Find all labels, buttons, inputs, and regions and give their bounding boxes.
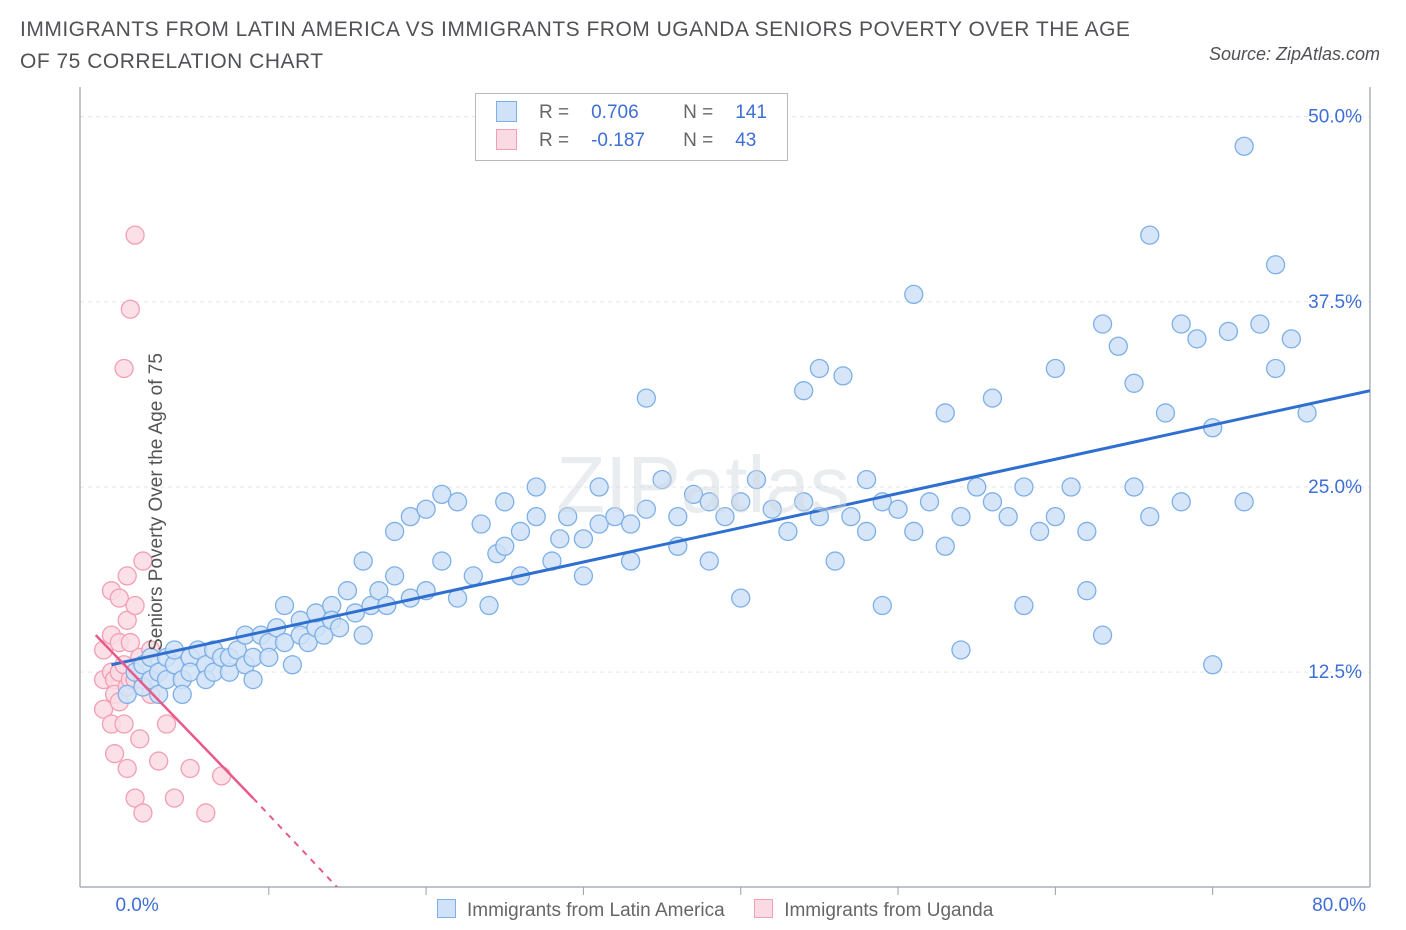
svg-text:50.0%: 50.0% xyxy=(1308,107,1362,128)
legend-n-value-a: 141 xyxy=(725,100,777,126)
svg-text:25.0%: 25.0% xyxy=(1308,477,1362,498)
source-attribution: Source: ZipAtlas.com xyxy=(1209,44,1380,65)
legend-swatch-b xyxy=(496,129,517,150)
legend-n-value-b: 43 xyxy=(725,128,777,154)
legend-r-label: R = xyxy=(529,100,579,126)
legend-r-value-b: -0.187 xyxy=(581,128,671,154)
legend-row-series-a: R = 0.706 N = 141 xyxy=(486,100,777,126)
scatter-plot-svg: 0.0% 80.0% 12.5% 25.0% 37.5% 50.0% xyxy=(20,87,1380,917)
legend-swatch-a xyxy=(496,101,517,122)
correlation-legend: R = 0.706 N = 141 R = -0.187 N = 43 xyxy=(475,93,788,161)
svg-text:37.5%: 37.5% xyxy=(1308,292,1362,313)
svg-text:80.0%: 80.0% xyxy=(1312,895,1366,916)
legend-n-label: N = xyxy=(673,128,723,154)
legend-n-label: N = xyxy=(673,100,723,126)
chart-title: IMMIGRANTS FROM LATIN AMERICA VS IMMIGRA… xyxy=(20,14,1140,77)
chart-area: Seniors Poverty Over the Age of 75 ZIPat… xyxy=(20,87,1386,917)
legend-row-series-b: R = -0.187 N = 43 xyxy=(486,128,777,154)
y-axis-label: Seniors Poverty Over the Age of 75 xyxy=(146,353,168,651)
legend-r-value-a: 0.706 xyxy=(581,100,671,126)
legend-r-label: R = xyxy=(529,128,579,154)
svg-text:0.0%: 0.0% xyxy=(115,895,158,916)
svg-text:12.5%: 12.5% xyxy=(1308,662,1362,683)
